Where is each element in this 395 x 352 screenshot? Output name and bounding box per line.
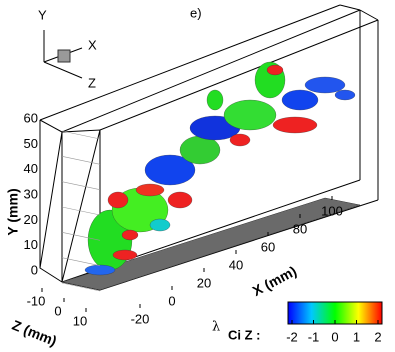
z-tick-label: 0 bbox=[54, 303, 61, 318]
x-tick-label: 40 bbox=[229, 257, 243, 272]
structure bbox=[121, 229, 139, 241]
x-tick-label: 100 bbox=[321, 203, 343, 218]
structure bbox=[144, 154, 196, 186]
colorbar-tick-label: 1 bbox=[353, 329, 360, 344]
grid-line bbox=[61, 206, 101, 216]
y-tick-label: 60 bbox=[24, 110, 38, 125]
grid-line bbox=[61, 257, 101, 266]
box-edge bbox=[339, 4, 361, 11]
triad-label: Y bbox=[38, 7, 47, 22]
grid-line bbox=[61, 282, 101, 292]
box-edge bbox=[39, 119, 63, 133]
structure bbox=[167, 191, 193, 209]
triad: Y X Z bbox=[38, 7, 97, 90]
grid-line bbox=[61, 181, 101, 190]
structure bbox=[84, 264, 116, 276]
triad-label: Z bbox=[88, 75, 96, 90]
y-axis-label: Y (mm) bbox=[5, 188, 21, 235]
triad-label: X bbox=[88, 37, 97, 52]
structure bbox=[281, 89, 319, 111]
iso-surfaces bbox=[84, 61, 356, 276]
structure bbox=[334, 89, 356, 101]
colorbar-tick-label: 0 bbox=[331, 329, 338, 344]
colorbar-tick-label: 2 bbox=[374, 329, 381, 344]
x-tick-label: 0 bbox=[168, 293, 175, 308]
colorbar-tick-label: -2 bbox=[286, 329, 298, 344]
y-tick-label: 0 bbox=[31, 262, 38, 277]
x-tick-label: 80 bbox=[293, 221, 307, 236]
triad-cube bbox=[57, 49, 71, 63]
structure bbox=[304, 76, 346, 94]
structure bbox=[112, 249, 138, 261]
y-tick-label: 20 bbox=[24, 212, 38, 227]
z-tick-label: 10 bbox=[73, 313, 87, 328]
colorbar-subscript: Ci Z : bbox=[228, 327, 261, 342]
x-tick-label: -20 bbox=[131, 311, 150, 326]
colorbar-tick-label: -1 bbox=[308, 329, 320, 344]
y-tick-label: 10 bbox=[24, 237, 38, 252]
y-tick-label: 30 bbox=[24, 186, 38, 201]
triad-axis bbox=[43, 61, 83, 79]
colorbar-symbol: λ bbox=[212, 320, 220, 335]
structure bbox=[272, 116, 318, 134]
box-edge bbox=[61, 9, 361, 133]
structure bbox=[229, 133, 251, 147]
grid-line bbox=[61, 232, 101, 241]
y-tick-label: 50 bbox=[24, 136, 38, 151]
y-tick-label: 40 bbox=[24, 161, 38, 176]
x-axis-label: X (mm) bbox=[250, 263, 299, 299]
box-edge bbox=[99, 19, 379, 131]
structure bbox=[107, 191, 129, 209]
z-axis-label: Z (mm) bbox=[10, 317, 59, 349]
structure bbox=[266, 64, 284, 76]
wall-plate bbox=[61, 197, 361, 291]
box-edge bbox=[39, 4, 341, 121]
structure bbox=[223, 99, 277, 131]
structure bbox=[135, 183, 165, 197]
structure bbox=[206, 89, 224, 111]
x-tick-label: 20 bbox=[197, 275, 211, 290]
grid-line bbox=[61, 130, 101, 140]
grid-line bbox=[61, 156, 101, 165]
box-edge bbox=[359, 9, 379, 21]
x-tick-label: 60 bbox=[261, 239, 275, 254]
structure bbox=[179, 135, 221, 165]
structure bbox=[149, 218, 171, 232]
panel-label: e) bbox=[190, 5, 202, 20]
z-tick-label: -10 bbox=[27, 293, 46, 308]
